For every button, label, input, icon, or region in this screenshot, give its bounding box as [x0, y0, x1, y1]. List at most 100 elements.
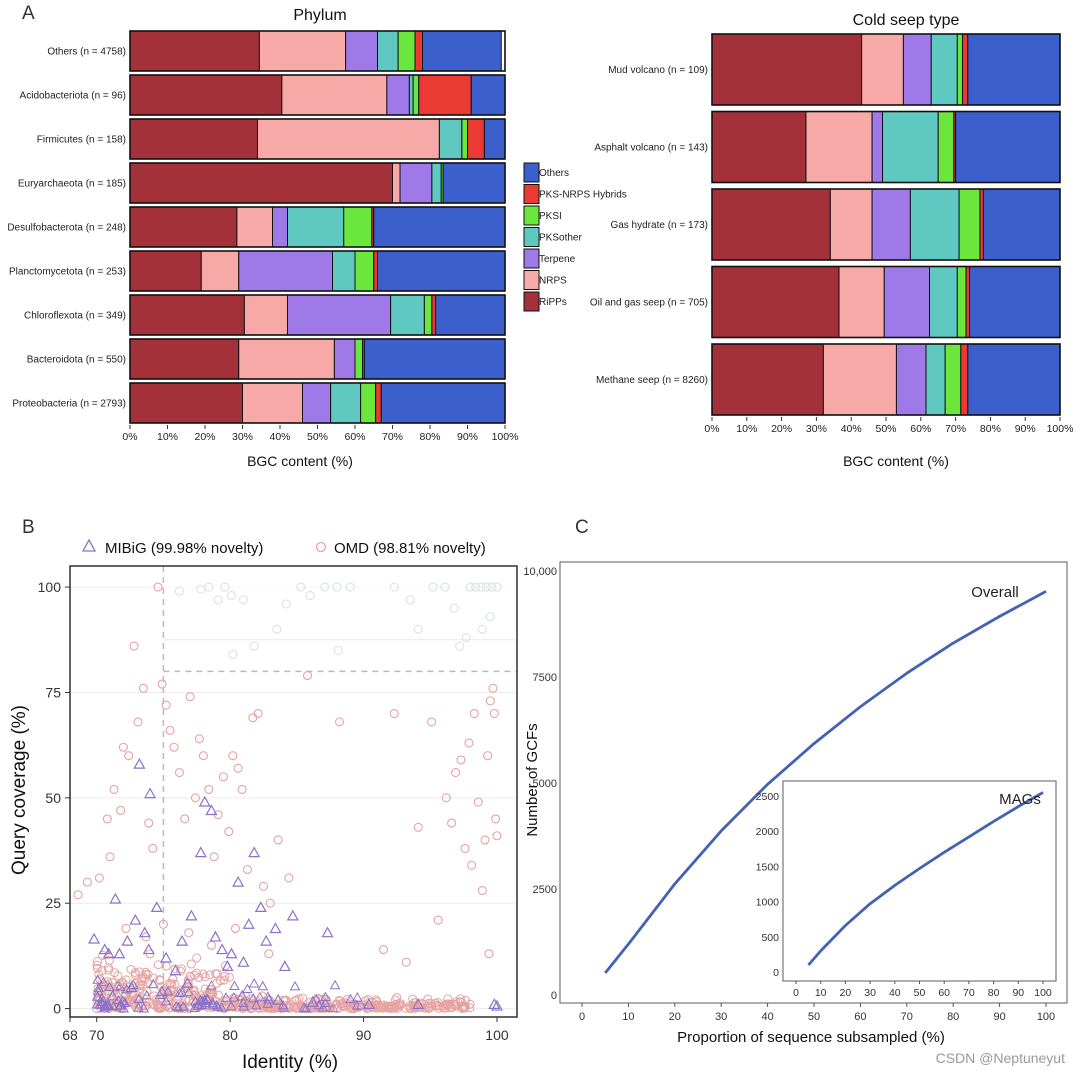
omd-point-dense — [371, 997, 381, 1007]
legend-label-others: Others — [539, 168, 569, 179]
bar-segment-pksi — [423, 294, 433, 336]
bar-segment-others — [435, 294, 506, 336]
inset-y-tick-label: 0 — [773, 967, 779, 979]
omd-point-dense — [465, 1003, 475, 1013]
category-label-oil-and-gas-seep-n-705: Oil and gas seep (n = 705) — [590, 298, 708, 309]
mibig-point — [169, 964, 182, 976]
faded-point — [413, 624, 423, 634]
bar-segment-terpene — [871, 188, 911, 261]
x-tick-label: 60% — [344, 431, 365, 443]
mibig-point-dense — [98, 976, 109, 987]
omd-point — [144, 818, 154, 828]
omd-point-dense — [390, 995, 400, 1005]
omd-point-dense — [138, 981, 148, 991]
bar-outline — [129, 250, 506, 292]
x-tick-label: 50 — [808, 1011, 820, 1023]
omd-point — [359, 1000, 369, 1010]
omd-point — [184, 928, 194, 938]
mibig-point — [254, 901, 267, 913]
x-tick-label: 70 — [89, 1027, 105, 1043]
x-tick-label: 50% — [875, 423, 896, 435]
mibig-point-dense — [91, 998, 103, 1009]
bar-segment-pksother — [332, 250, 356, 292]
bar-segment-others — [483, 118, 506, 160]
y-tick-label: 7500 — [533, 672, 557, 684]
faded-point — [389, 582, 399, 592]
bar-segment-nrps — [238, 338, 335, 380]
omd-point-dense — [392, 992, 402, 1002]
bar-segment-terpene — [883, 266, 931, 338]
mibig-point — [490, 999, 504, 1011]
omd-point-dense — [140, 974, 150, 984]
mibig-point — [225, 947, 238, 959]
mibig-point — [144, 787, 157, 799]
omd-point — [212, 978, 222, 988]
mibig-point — [102, 947, 115, 959]
x-tick-label: 0% — [122, 431, 137, 443]
bar-segment-ripps — [129, 250, 202, 292]
y-tick-label: 0 — [53, 1001, 61, 1017]
bar-segment-pksother — [930, 33, 958, 106]
omd-point-dense — [211, 969, 221, 979]
mibig-point — [237, 955, 250, 967]
bar-segment-pksi — [944, 343, 962, 416]
x-tick-label: 80% — [419, 431, 440, 443]
omd-point-dense — [167, 979, 177, 989]
inset-x-tick-label: 0 — [793, 987, 799, 999]
mibig-point — [98, 943, 111, 955]
bar-segment-pksother — [408, 74, 414, 116]
panel-label-b: B — [22, 517, 35, 538]
bar-segment-terpene — [333, 338, 356, 380]
legend-label-ripps: RiPPs — [539, 297, 567, 308]
category-label-gas-hydrate-n-173: Gas hydrate (n = 173) — [610, 220, 708, 231]
legend-swatch-pksi — [523, 205, 540, 226]
bar-segment-pks-nrps-hybrids — [373, 250, 378, 292]
omd-point — [224, 826, 234, 837]
omd-point — [148, 843, 158, 853]
scatter-plot: 68 70 80 90 100 0 25 50 75 100 — [38, 565, 518, 1043]
mibig-point-dense — [250, 999, 262, 1010]
x-tick-label: 30 — [715, 1011, 727, 1023]
mibig-point-dense — [206, 980, 217, 990]
mibig-point-dense — [127, 979, 139, 990]
legend-swatch-others — [523, 162, 540, 183]
mibig-point — [236, 989, 249, 1001]
faded-point — [305, 590, 315, 601]
bar-segment-nrps — [281, 74, 388, 116]
legend-label-nrps: NRPS — [539, 276, 567, 287]
bar-segment-others — [422, 30, 502, 72]
bar-outline — [129, 162, 506, 204]
omd-point — [113, 982, 123, 993]
mibig-point — [125, 981, 138, 993]
omd-point — [480, 835, 490, 845]
bar-segment-ripps — [711, 266, 840, 338]
bar-segment-ripps — [129, 162, 393, 204]
omd-point-dense — [185, 971, 195, 981]
x-tick-label: 90% — [457, 431, 478, 443]
faded-point — [228, 649, 238, 660]
mibig-point — [150, 901, 163, 913]
bar-segment-nrps — [838, 266, 885, 338]
mibig-point-dense — [162, 985, 174, 996]
omd-point-dense — [141, 967, 151, 977]
x-tick-label: 10% — [157, 431, 178, 443]
bar-segment-pks-nrps-hybrids — [418, 74, 472, 116]
inset-x-tick-label: 30 — [864, 987, 876, 999]
watermark: CSDN @Neptuneyut — [936, 1050, 1065, 1066]
bar-segment-terpene — [895, 343, 927, 416]
bar-segment-others — [955, 111, 1061, 183]
line-ylabel: Number of GCFs — [524, 723, 541, 836]
category-label-asphalt-volcano-n-143: Asphalt volcano (n = 143) — [594, 143, 708, 154]
omd-point — [105, 852, 115, 862]
scatter-xlabel: Identity (%) — [242, 1052, 338, 1073]
x-tick-label: 80 — [222, 1027, 238, 1043]
omd-point — [484, 949, 494, 959]
faded-point — [461, 633, 471, 643]
bar-segment-nrps — [243, 294, 288, 336]
mibig-point-dense — [160, 995, 172, 1006]
bar-segment-others — [470, 74, 506, 116]
coldseep-xlabel: BGC content (%) — [843, 453, 949, 469]
bar-outline — [129, 338, 506, 380]
faded-point — [220, 582, 230, 592]
legend-swatch-terpene — [523, 248, 540, 269]
